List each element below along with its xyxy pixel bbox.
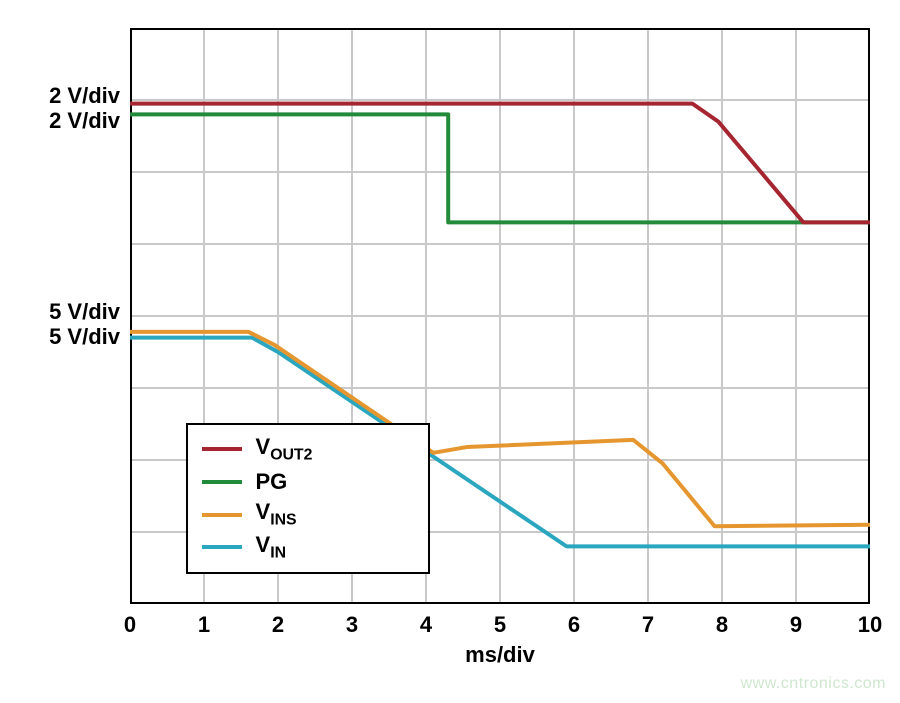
legend: VOUT2 PG VINSVIN: [186, 423, 430, 574]
series-vout2: [130, 104, 870, 223]
legend-label: PG: [256, 469, 288, 495]
legend-item-pg: PG: [202, 466, 414, 498]
legend-item-vin: VIN: [202, 531, 414, 563]
legend-swatch: [202, 513, 242, 517]
legend-label: VINS: [256, 499, 297, 529]
series-svg: [0, 0, 900, 703]
legend-swatch: [202, 480, 242, 484]
legend-label: VIN: [256, 532, 287, 562]
legend-item-vins: VINS: [202, 499, 414, 531]
legend-swatch: [202, 447, 242, 451]
legend-swatch: [202, 545, 242, 549]
legend-item-vout2: VOUT2: [202, 433, 414, 465]
watermark: www.cntronics.com: [741, 675, 886, 693]
legend-label: VOUT2: [256, 434, 313, 464]
